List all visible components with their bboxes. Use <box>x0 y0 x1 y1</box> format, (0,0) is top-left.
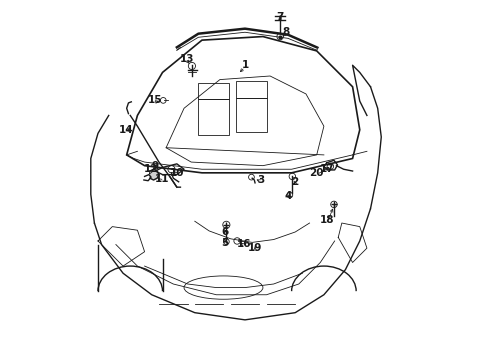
Text: 11: 11 <box>154 174 169 184</box>
Text: 14: 14 <box>119 125 133 135</box>
Text: 7: 7 <box>276 12 284 22</box>
Text: 18: 18 <box>320 215 335 225</box>
Text: 8: 8 <box>282 27 290 37</box>
Text: 5: 5 <box>221 238 229 248</box>
Text: 6: 6 <box>221 227 229 237</box>
Text: 13: 13 <box>180 54 194 64</box>
Text: 20: 20 <box>310 168 324 178</box>
Text: 1: 1 <box>242 60 248 70</box>
Text: 12: 12 <box>144 164 158 174</box>
Text: 15: 15 <box>147 95 162 105</box>
Text: 4: 4 <box>284 191 292 201</box>
Text: 19: 19 <box>248 243 262 253</box>
Polygon shape <box>150 169 159 180</box>
Text: 3: 3 <box>258 175 265 185</box>
Text: 10: 10 <box>170 168 184 178</box>
Text: 16: 16 <box>237 239 251 249</box>
Text: 9: 9 <box>151 161 158 171</box>
Text: 2: 2 <box>292 177 299 187</box>
Text: 17: 17 <box>320 164 335 174</box>
